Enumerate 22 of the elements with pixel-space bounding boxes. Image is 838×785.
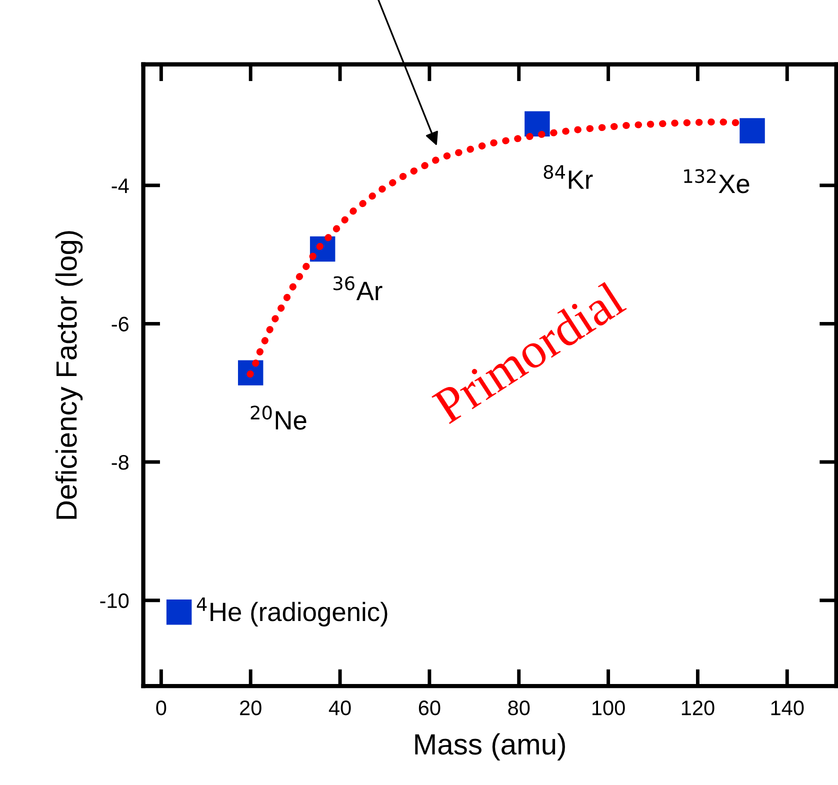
x-tick-label: 40	[328, 700, 351, 716]
x-tick-label: 0	[156, 700, 166, 716]
y-tick-label: -8	[112, 455, 129, 470]
point	[740, 118, 765, 144]
y-axis-title: Deficiency Factor (log)	[55, 231, 83, 519]
y-tick-label: -10	[100, 593, 129, 608]
y-tick-label: -6	[112, 316, 128, 332]
x-axis-title: Mass (amu)	[415, 733, 565, 760]
x-tick-label: 80	[508, 700, 530, 716]
y-tick-label: -4	[112, 178, 129, 193]
x-tick-label: 140	[771, 700, 804, 716]
annotation: $^{36}$Ar	[334, 276, 382, 300]
x-tick-label: 100	[592, 700, 625, 716]
x-tick-label: 60	[418, 700, 440, 716]
annotation: $^{4}$He (radiogenic)	[196, 597, 388, 626]
point	[166, 599, 192, 625]
point	[524, 111, 550, 136]
annotation: $^{20}$Ne	[250, 406, 306, 430]
annotation: $^{84}$Kr	[544, 164, 593, 189]
x-tick-label: 20	[240, 700, 262, 716]
x-tick-label: 120	[682, 700, 714, 716]
annotation: $^{132}$Xe	[684, 169, 750, 194]
